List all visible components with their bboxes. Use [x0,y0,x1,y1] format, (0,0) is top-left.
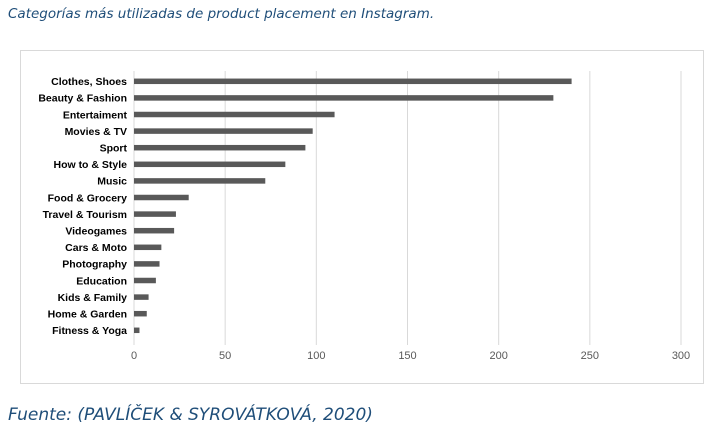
category-label: Fitness & Yoga [52,325,127,337]
figure-caption: Categorías más utilizadas de product pla… [8,6,435,22]
category-label: How to & Style [53,159,127,171]
bar [134,294,149,300]
bar [134,95,554,101]
bar [134,310,147,317]
bar [134,277,156,284]
bar [134,244,162,251]
bars [134,78,572,334]
category-label: Music [97,176,127,188]
category-label: Home & Garden [48,309,127,321]
category-label: Sport [100,143,128,155]
category-label: Education [76,275,127,287]
bar [134,144,306,151]
x-tick-label: 300 [672,350,690,362]
bar [134,211,176,217]
category-label: Travel & Tourism [43,209,127,221]
bar-chart: Clothes, Shoes Beauty & Fashion Entertaime… [38,71,690,362]
bar [134,78,572,85]
x-tick-label: 100 [307,350,325,362]
bar [134,261,160,267]
bar [134,327,140,334]
bar [134,111,335,118]
category-label: Kids & Family [58,292,128,304]
x-tick-label: 200 [489,350,507,362]
category-labels: Clothes, Shoes Beauty & Fashion Entertaime… [38,76,127,337]
x-tick-label: 0 [131,350,137,362]
category-label: Beauty & Fashion [38,93,127,105]
category-label: Photography [62,259,127,271]
bar [134,161,286,168]
category-label: Entertaiment [63,109,128,121]
category-label: Food & Grocery [48,192,128,204]
chart-frame: Clothes, Shoes Beauty & Fashion Entertaime… [20,50,704,384]
x-tick-label: 250 [581,350,599,362]
bar [134,128,313,134]
bar [134,178,266,184]
x-tick-label: 50 [219,350,231,362]
source-citation: Fuente: (PAVLÍČEK & SYROVÁTKOVÁ, 2020) [8,405,373,425]
category-label: Movies & TV [65,126,127,138]
x-tick-label: 150 [398,350,416,362]
bar [134,194,189,201]
category-label: Cars & Moto [65,242,127,254]
x-tick-labels: 0 50 100 150 200 250 300 [131,350,690,362]
category-label: Videogames [65,226,127,238]
bar [134,227,175,234]
category-label: Clothes, Shoes [51,76,127,88]
